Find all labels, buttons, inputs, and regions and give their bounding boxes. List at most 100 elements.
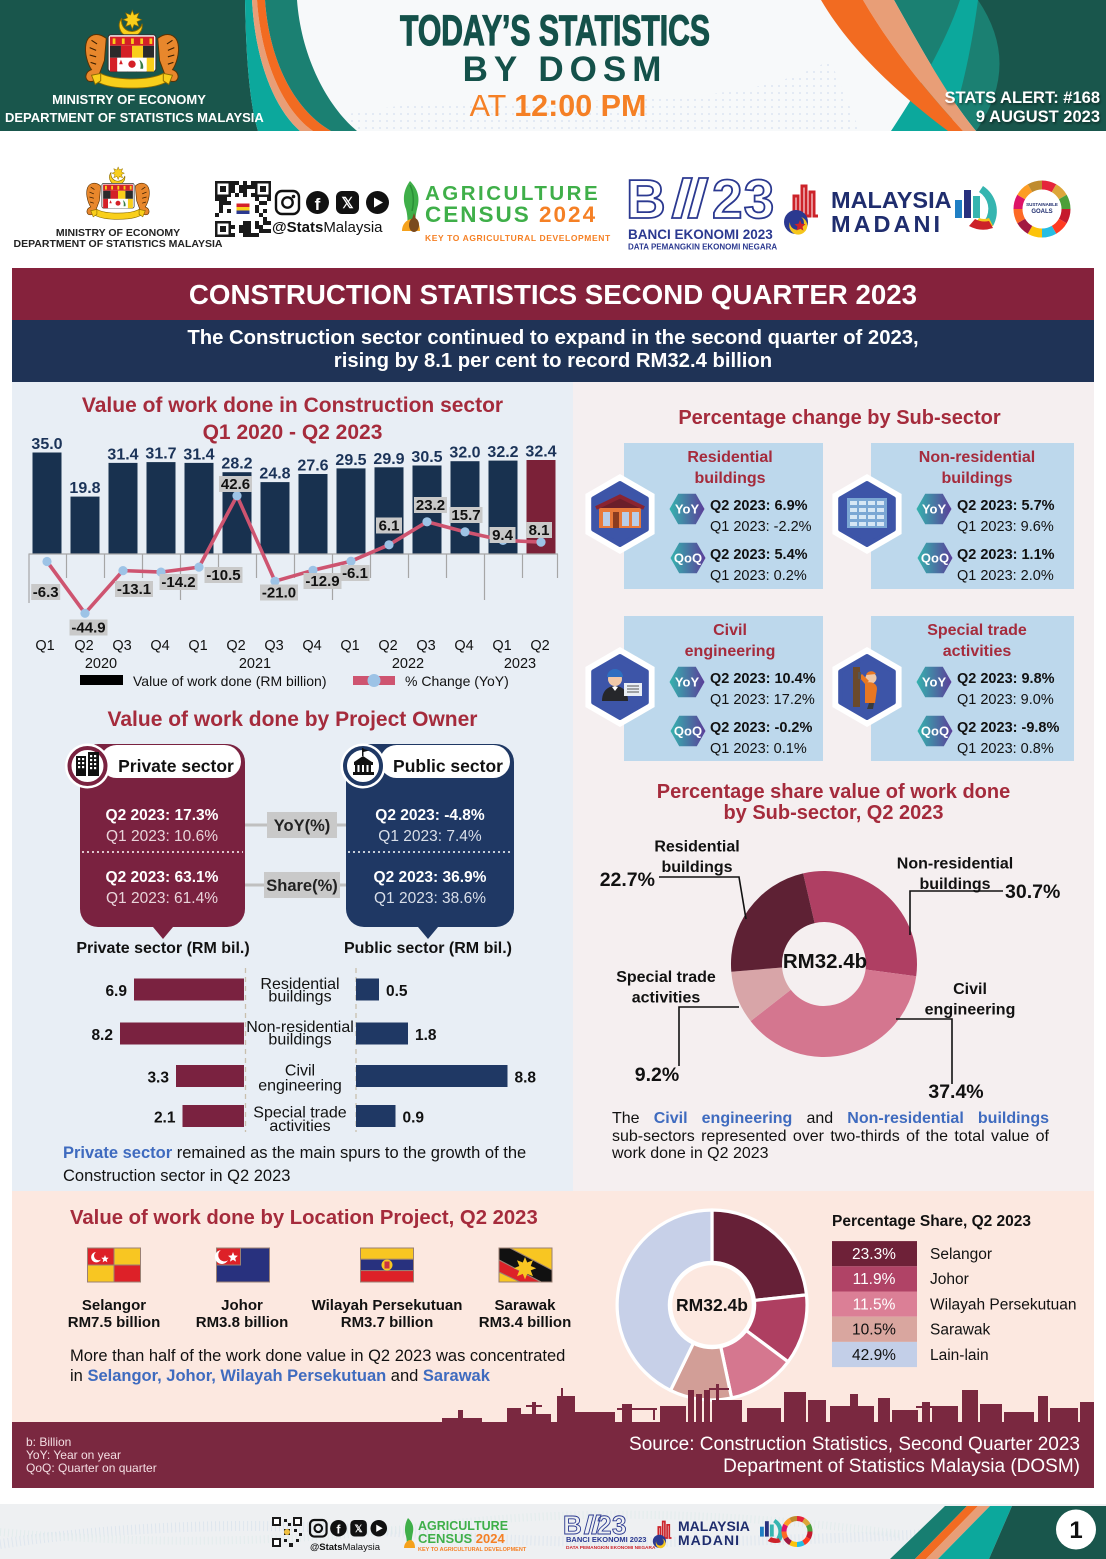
svg-text:Public sector: Public sector: [393, 756, 503, 776]
svg-text:Q2 2023: 36.9%: Q2 2023: 36.9%: [374, 869, 487, 886]
svg-text:23.3%: 23.3%: [852, 1246, 896, 1263]
svg-text:10.5%: 10.5%: [852, 1322, 896, 1339]
svg-text:Q2 2023: 17.3%: Q2 2023: 17.3%: [106, 807, 219, 824]
svg-text:buildings: buildings: [919, 876, 990, 893]
svg-text:Q1: Q1: [492, 638, 511, 654]
svg-text:2022: 2022: [392, 656, 424, 672]
svg-text:Q2 2023: 9.8%: Q2 2023: 9.8%: [957, 671, 1055, 687]
svg-text:engineering: engineering: [925, 1002, 1016, 1019]
svg-text:Q1 2023: 7.4%: Q1 2023: 7.4%: [378, 828, 482, 845]
svg-text:Non-residential: Non-residential: [246, 1019, 354, 1036]
svg-text:Lain-lain: Lain-lain: [930, 1347, 989, 1364]
svg-text:Q1 2023: 10.6%: Q1 2023: 10.6%: [106, 828, 218, 845]
svg-text:DATA PEMANGKIN EKONOMI NEGARA: DATA PEMANGKIN EKONOMI NEGARA: [628, 243, 777, 252]
svg-text:Percentage Share, Q2 2023: Percentage Share, Q2 2023: [832, 1213, 1031, 1230]
svg-text:-14.2: -14.2: [161, 574, 195, 591]
svg-text:22.7%: 22.7%: [600, 869, 655, 891]
svg-text:29.9: 29.9: [373, 451, 404, 468]
svg-text:-6.1: -6.1: [342, 565, 368, 582]
svg-text:buildings: buildings: [268, 1032, 331, 1049]
svg-text:Q2: Q2: [226, 638, 245, 654]
svg-text:@StatsMalaysia: @StatsMalaysia: [272, 219, 383, 236]
svg-text:B: B: [626, 168, 666, 230]
svg-text:2020: 2020: [85, 656, 117, 672]
svg-text:𝕏: 𝕏: [341, 195, 353, 212]
svg-text:AGRICULTURE: AGRICULTURE: [418, 1519, 508, 1533]
svg-text:More than half of the work don: More than half of the work done value in…: [70, 1347, 565, 1365]
svg-text:Private sector (RM bil.): Private sector (RM bil.): [76, 940, 249, 957]
svg-text:Q2: Q2: [74, 638, 93, 654]
svg-text:B: B: [563, 1510, 582, 1540]
svg-text:buildings: buildings: [941, 470, 1012, 487]
svg-text:27.6: 27.6: [297, 458, 328, 475]
svg-text:activities: activities: [943, 643, 1012, 660]
svg-text:Private sector remained as the: Private sector remained as the main spur…: [63, 1144, 526, 1162]
svg-text:MADANI: MADANI: [831, 211, 943, 237]
svg-text:QoQ: QoQ: [674, 724, 702, 739]
svg-text:Non-residential: Non-residential: [897, 856, 1013, 873]
svg-text:Value of work done (RM billion: Value of work done (RM billion): [133, 673, 327, 689]
svg-text:GOALS: GOALS: [1031, 209, 1052, 215]
svg-text:0.9: 0.9: [403, 1110, 425, 1127]
svg-text:30.5: 30.5: [411, 449, 442, 466]
svg-text:KEY TO AGRICULTURAL DEVELOPMEN: KEY TO AGRICULTURAL DEVELOPMENT: [418, 1547, 527, 1553]
svg-text:Q3: Q3: [112, 638, 131, 654]
svg-text:YoY(%): YoY(%): [274, 817, 331, 835]
svg-text:Sarawak: Sarawak: [495, 1297, 557, 1314]
svg-text:-44.9: -44.9: [71, 620, 105, 637]
svg-text:Civil: Civil: [713, 622, 747, 639]
svg-text:23.2: 23.2: [416, 497, 445, 514]
svg-text:engineering: engineering: [685, 643, 776, 660]
svg-text:Q4: Q4: [454, 638, 473, 654]
svg-text:2021: 2021: [239, 656, 271, 672]
svg-text:engineering: engineering: [258, 1078, 342, 1095]
svg-text:24.8: 24.8: [259, 466, 290, 483]
svg-text:-13.1: -13.1: [117, 581, 151, 598]
svg-text:AGRICULTURE: AGRICULTURE: [425, 182, 600, 205]
svg-text:9.4: 9.4: [492, 527, 514, 544]
svg-text:CENSUS 2024: CENSUS 2024: [418, 1531, 505, 1546]
svg-text:Civil: Civil: [953, 981, 987, 998]
svg-text:Q2 2023: -9.8%: Q2 2023: -9.8%: [957, 720, 1059, 736]
svg-text:MALAYSIA: MALAYSIA: [831, 187, 952, 213]
svg-text:Residential: Residential: [654, 839, 739, 856]
svg-text:Q1: Q1: [35, 638, 54, 654]
svg-text:Q1 2023: 9.6%: Q1 2023: 9.6%: [957, 519, 1054, 535]
svg-text:Johor: Johor: [221, 1297, 263, 1314]
svg-text:Construction sector in Q2 2023: Construction sector in Q2 2023: [63, 1167, 290, 1185]
svg-text:35.0: 35.0: [31, 436, 62, 453]
svg-text:activities: activities: [269, 1118, 330, 1135]
svg-text:Q1 2023: -2.2%: Q1 2023: -2.2%: [710, 519, 812, 535]
svg-text:RM7.5 billion: RM7.5 billion: [68, 1314, 161, 1331]
svg-text:42.9%: 42.9%: [852, 1347, 896, 1364]
svg-text:buildings: buildings: [268, 989, 331, 1006]
svg-text:-6.3: -6.3: [33, 584, 59, 601]
svg-text:28.2: 28.2: [221, 456, 252, 473]
svg-text:f: f: [336, 1523, 341, 1537]
svg-text:-12.9: -12.9: [305, 573, 339, 590]
svg-text:29.5: 29.5: [335, 452, 366, 469]
svg-text:YoY: YoY: [922, 502, 947, 517]
svg-text:15.7: 15.7: [451, 507, 480, 524]
svg-text:-10.5: -10.5: [206, 567, 240, 584]
svg-text:19.8: 19.8: [69, 480, 100, 497]
svg-text:Q1 2023: 9.0%: Q1 2023: 9.0%: [957, 692, 1054, 708]
svg-text:MADANI: MADANI: [678, 1532, 740, 1548]
svg-text:YoY: YoY: [922, 675, 947, 690]
svg-text:31.4: 31.4: [107, 446, 138, 463]
svg-text:SUSTAINABLE: SUSTAINABLE: [1026, 202, 1058, 207]
svg-text:Q2: Q2: [378, 638, 397, 654]
svg-text:Selangor: Selangor: [82, 1297, 146, 1314]
svg-text:Selangor: Selangor: [930, 1246, 992, 1263]
svg-text:Q2 2023: -0.2%: Q2 2023: -0.2%: [710, 720, 812, 736]
svg-text:QoQ: QoQ: [921, 724, 949, 739]
svg-text:Special trade: Special trade: [253, 1105, 346, 1122]
svg-text:Q3: Q3: [264, 638, 283, 654]
svg-text:Q1 2023: 0.2%: Q1 2023: 0.2%: [710, 568, 807, 584]
svg-text:8.2: 8.2: [91, 1027, 113, 1044]
svg-text:RM32.4b: RM32.4b: [783, 950, 867, 973]
svg-text:6.1: 6.1: [379, 518, 400, 535]
svg-text:Share(%): Share(%): [266, 877, 338, 895]
svg-text:32.2: 32.2: [487, 444, 518, 461]
svg-text:1: 1: [1069, 1517, 1082, 1544]
